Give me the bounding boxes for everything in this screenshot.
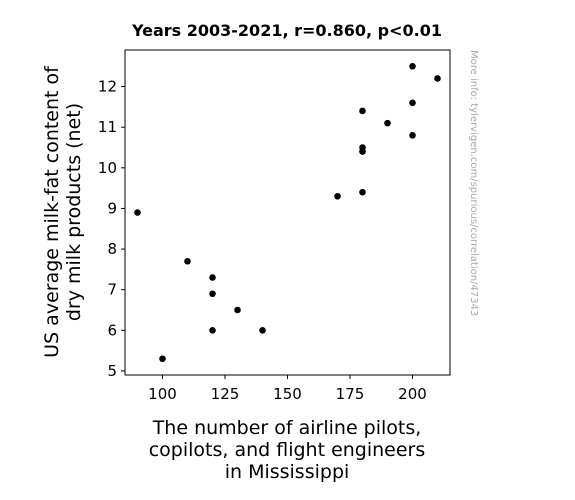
x-axis-label-line: copilots, and flight engineers bbox=[149, 439, 426, 461]
data-point bbox=[359, 144, 366, 151]
y-axis-label-line: US average milk-fat content of bbox=[41, 65, 63, 358]
x-tick-label: 125 bbox=[211, 385, 240, 403]
y-tick-label: 7 bbox=[107, 281, 117, 299]
x-tick-label: 175 bbox=[336, 385, 365, 403]
x-axis-label-line: The number of airline pilots, bbox=[152, 417, 422, 439]
chart-title: Years 2003-2021, r=0.860, p<0.01 bbox=[131, 21, 442, 40]
y-tick-label: 9 bbox=[107, 199, 117, 217]
x-tick-label: 100 bbox=[148, 385, 177, 403]
data-point bbox=[209, 274, 216, 281]
x-axis-ticks: 100 125 150 175 200 bbox=[148, 375, 427, 403]
x-axis-label-line: in Mississippi bbox=[225, 461, 350, 483]
data-point bbox=[409, 99, 416, 107]
data-point bbox=[359, 107, 366, 115]
data-point bbox=[334, 192, 341, 200]
data-point bbox=[134, 209, 141, 216]
y-tick-label: 5 bbox=[107, 362, 117, 380]
data-point bbox=[409, 62, 416, 70]
data-point bbox=[434, 75, 441, 82]
y-tick-label: 12 bbox=[98, 78, 117, 96]
data-point bbox=[159, 355, 166, 363]
data-point bbox=[409, 132, 416, 139]
y-axis-label: US average milk-fat content ofdry milk p… bbox=[41, 65, 85, 358]
watermark-text: More info: tylervigen.com/spurious/corre… bbox=[468, 50, 479, 316]
y-tick-label: 6 bbox=[107, 321, 117, 339]
y-tick-label: 11 bbox=[98, 118, 117, 136]
x-tick-label: 200 bbox=[398, 385, 427, 403]
y-tick-label: 10 bbox=[98, 159, 117, 177]
x-axis-label: The number of airline pilots, copilots, a… bbox=[149, 417, 426, 483]
x-tick-label: 150 bbox=[273, 385, 302, 403]
y-axis-label-line: dry milk products (net) bbox=[63, 103, 85, 321]
y-tick-label: 8 bbox=[107, 240, 117, 258]
data-point bbox=[359, 188, 366, 196]
data-point bbox=[259, 327, 266, 334]
data-point bbox=[209, 327, 216, 334]
data-points bbox=[134, 62, 441, 363]
data-point bbox=[184, 257, 191, 265]
y-axis-ticks: 5 6 7 8 9 10 11 12 bbox=[98, 78, 125, 380]
data-point bbox=[384, 119, 391, 127]
data-point bbox=[234, 306, 241, 314]
data-point bbox=[209, 290, 216, 298]
